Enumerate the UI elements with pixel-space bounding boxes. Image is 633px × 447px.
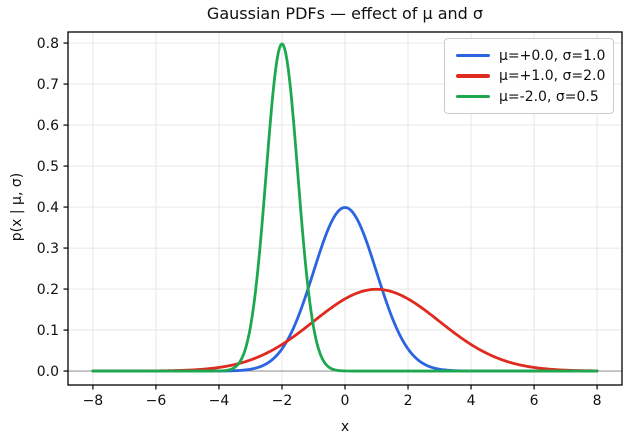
x-tick-label: −8 [83,393,104,409]
x-tick-label: 4 [467,393,476,409]
y-tick-label: 0.3 [37,241,59,257]
x-tick-label: 0 [341,393,350,409]
x-tick-label: 2 [404,393,413,409]
y-tick-label: 0.6 [37,118,59,134]
legend-swatch [456,74,490,78]
y-tick-label: 0.5 [37,159,59,175]
legend-label: μ=+1.0, σ=2.0 [499,68,606,84]
legend-item: μ=+1.0, σ=2.0 [456,68,606,84]
y-axis-label: p(x | μ, σ) [9,172,25,242]
legend-item: μ=+0.0, σ=1.0 [456,47,606,64]
y-tick-label: 0.4 [37,200,59,216]
legend-label: μ=+0.0, σ=1.0 [499,47,606,64]
legend-item: μ=-2.0, σ=0.5 [456,89,602,105]
x-tick-label: 8 [593,393,602,409]
chart-title: Gaussian PDFs — effect of μ and σ [206,4,484,23]
y-tick-label: 0.8 [37,36,59,52]
y-tick-label: 0.2 [37,282,59,298]
x-tick-label: −2 [272,393,293,409]
y-tick-label: 0.7 [37,77,59,93]
legend: μ=+0.0, σ=1.0 μ=+1.0, σ=2.0 μ=-2.0, σ=0.5 [444,38,614,114]
x-axis-label: x [340,419,350,435]
legend-swatch [456,94,490,99]
x-tick-label: −6 [146,393,167,409]
legend-swatch [456,53,490,58]
x-tick-label: 6 [530,393,539,409]
y-tick-label: 0.0 [37,364,59,380]
legend-label: μ=-2.0, σ=0.5 [499,88,599,105]
curve-series-2 [91,42,599,373]
x-tick-label: −4 [209,393,230,409]
y-tick-label: 0.1 [37,323,59,339]
